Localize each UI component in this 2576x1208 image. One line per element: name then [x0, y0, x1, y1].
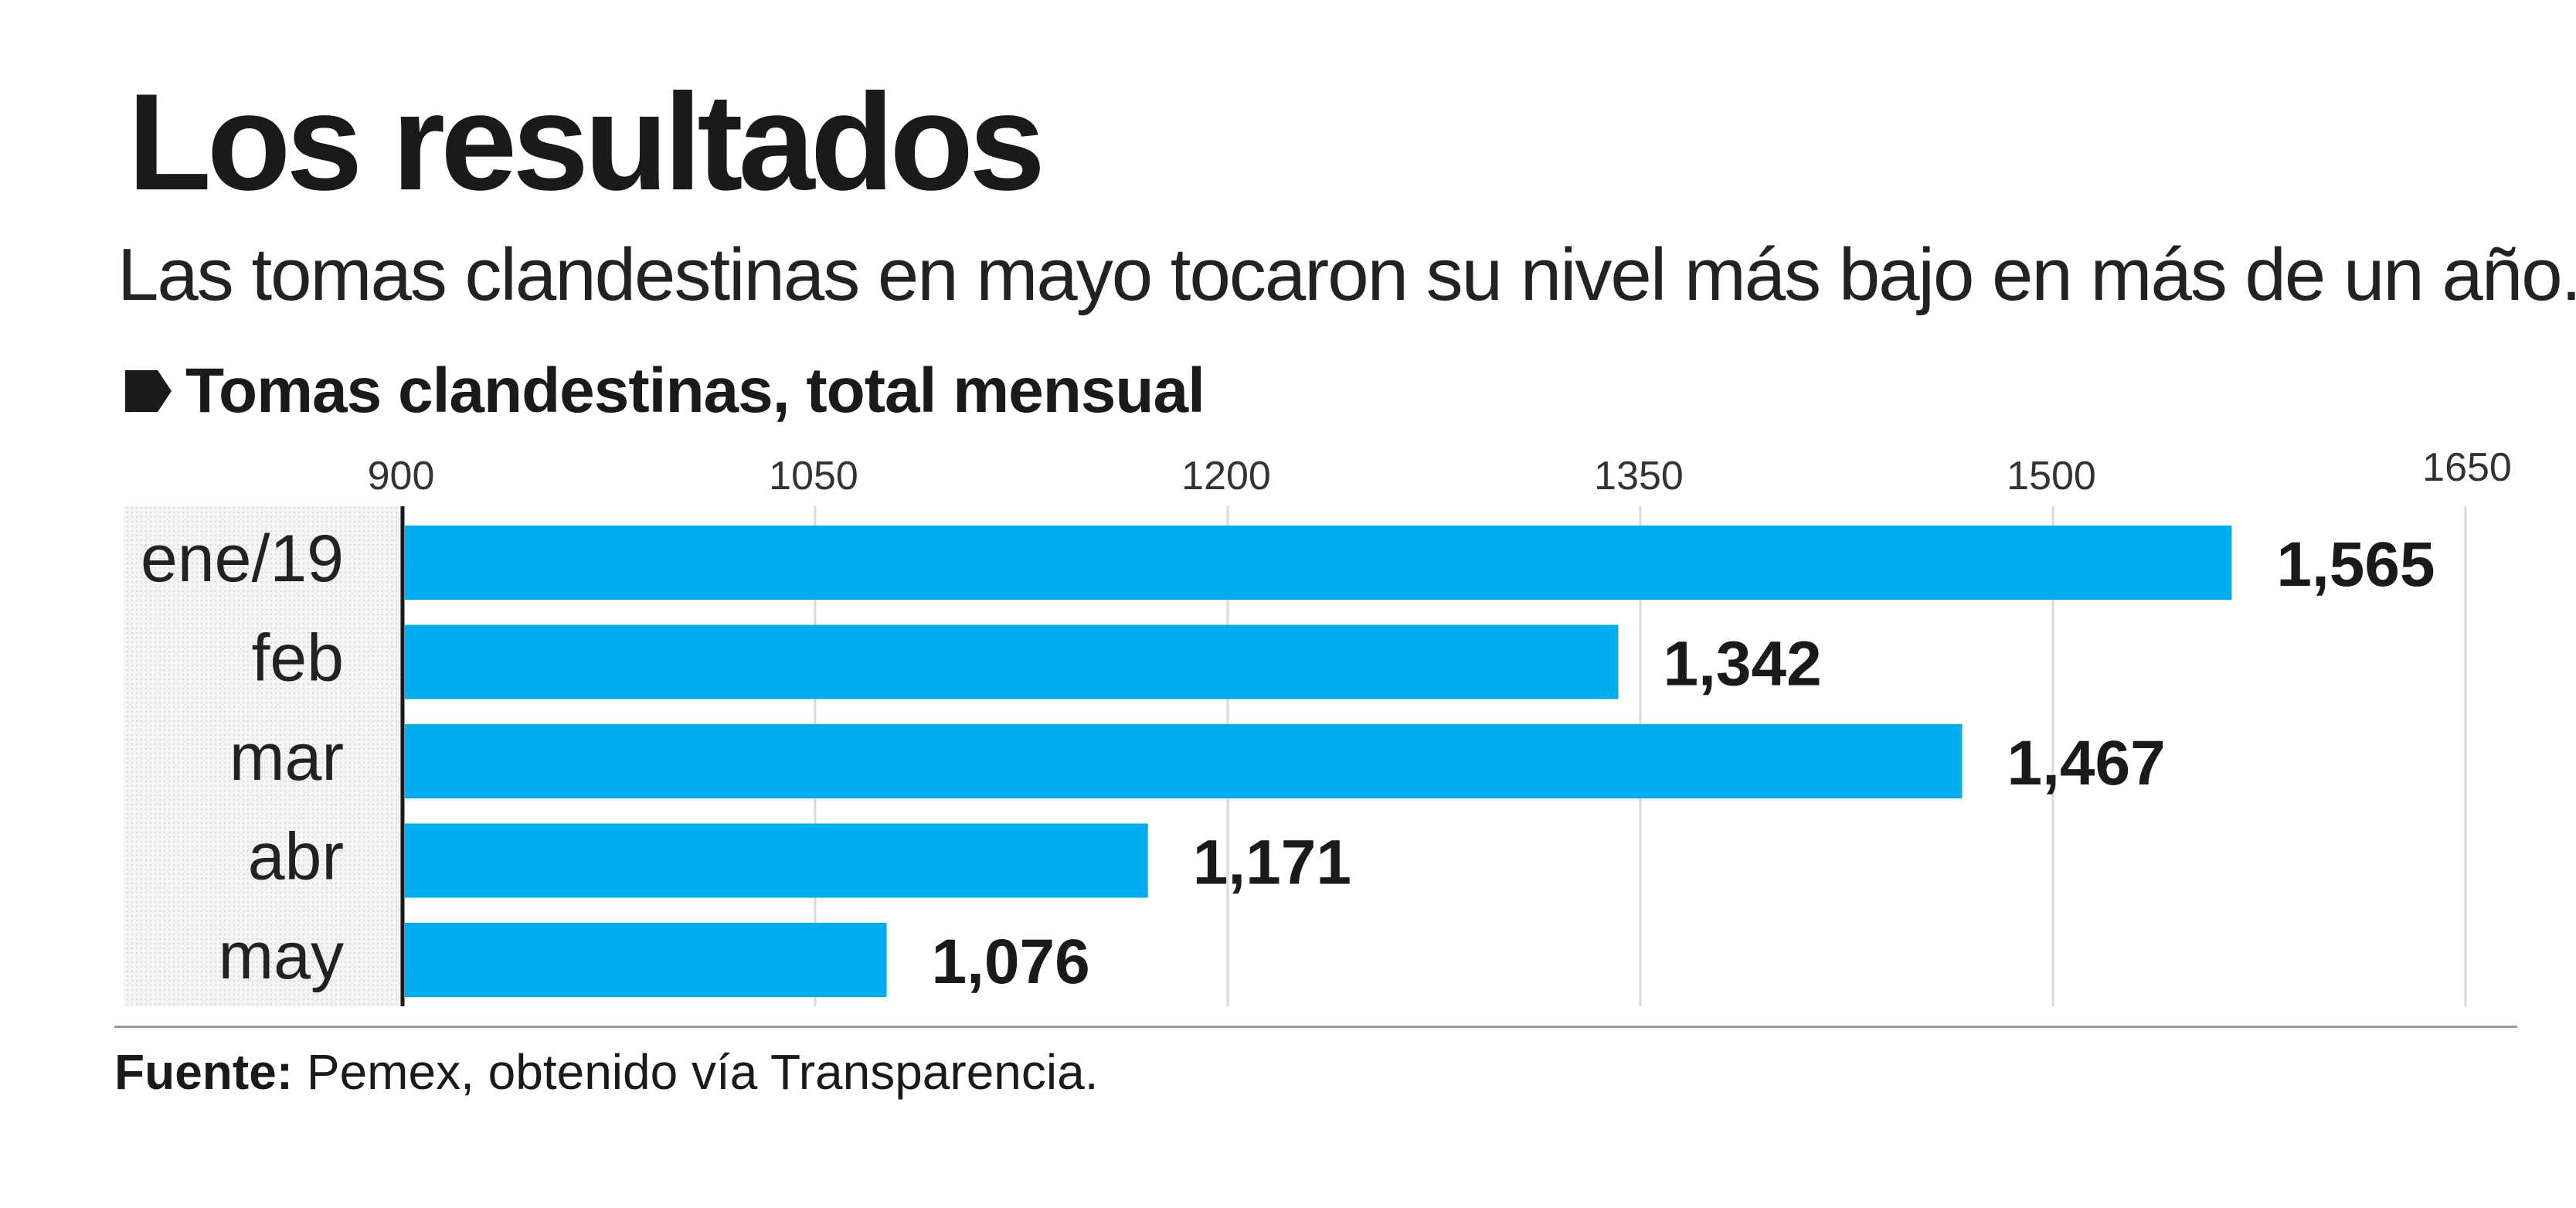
tag-marker-icon — [125, 370, 172, 412]
chart-heading-text: Tomas clandestinas, total mensual — [185, 356, 1205, 426]
bar — [405, 624, 1619, 699]
x-tick-label: 1050 — [769, 454, 858, 499]
label-band — [124, 506, 403, 1006]
bar — [405, 724, 1963, 798]
value-label: 1,342 — [1664, 629, 1822, 699]
x-tick-label: 900 — [368, 454, 435, 499]
value-label: 1,171 — [1193, 828, 1351, 898]
x-tick-label: 1500 — [2007, 454, 2096, 499]
source-label: Fuente: — [114, 1044, 294, 1100]
bar — [405, 526, 2232, 600]
chart-heading: Tomas clandestinas, total mensual — [125, 359, 1205, 423]
value-label: 1,076 — [932, 927, 1090, 997]
value-label: 1,565 — [2276, 529, 2435, 600]
bar — [405, 923, 887, 997]
page-title: Los resultados — [127, 65, 1045, 219]
x-tick-label: 1200 — [1181, 454, 1271, 499]
x-tick-label: 1650 — [2422, 445, 2512, 490]
source-note: Fuente: Pemex, obtenido vía Transparenci… — [114, 1047, 1098, 1097]
source-text: Pemex, obtenido vía Transparencia. — [306, 1044, 1099, 1100]
page-subtitle: Las tomas clandestinas en mayo tocaron s… — [117, 233, 2576, 316]
category-label: ene/19 — [141, 522, 344, 596]
category-label: feb — [251, 621, 344, 696]
x-tick-label: 1350 — [1594, 454, 1684, 499]
source-divider — [114, 1026, 2517, 1028]
category-label: abr — [248, 820, 344, 894]
value-label: 1,467 — [2007, 728, 2166, 798]
bar — [405, 823, 1148, 898]
category-label: may — [219, 919, 344, 993]
category-label: mar — [229, 720, 344, 795]
